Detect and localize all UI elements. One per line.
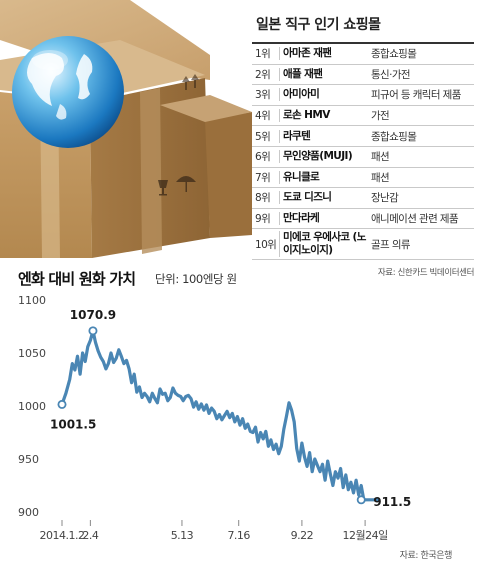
rank-cell: 6위 bbox=[255, 151, 271, 164]
annotation-label: 1070.9 bbox=[70, 308, 116, 322]
rank-cell: 5위 bbox=[255, 130, 271, 143]
table-row: 10위 미에코 우에사코 (노이지노이지) 골프 의류 bbox=[252, 229, 474, 261]
annotation-label: 1001.5 bbox=[50, 417, 96, 431]
category-cell: 패션 bbox=[371, 171, 390, 184]
table-row: 3위 아미아미 피규어 등 캐릭터 제품 bbox=[252, 85, 474, 106]
rank-cell: 1위 bbox=[255, 48, 271, 61]
boxes-and-globe-illustration bbox=[0, 0, 252, 258]
shopping-mall-ranking: 일본 직구 인기 쇼핑몰 1위 아마존 재팬 종합쇼핑몰 2위 애플 재팬 통신… bbox=[252, 14, 474, 278]
umbrella-icon bbox=[176, 176, 196, 192]
y-tick-label: 1000 bbox=[18, 400, 46, 413]
mall-name-cell: 미에코 우에사코 (노이지노이지) bbox=[279, 231, 369, 258]
rank-cell: 4위 bbox=[255, 110, 271, 123]
yen-won-line-chart: 1100 1050 1000 950 900 2014.1.22.4 5.13 7.16 9.… bbox=[18, 294, 411, 542]
mall-name-cell: 유니클로 bbox=[279, 170, 369, 184]
fragile-glass-icon bbox=[158, 180, 168, 196]
chart-title: 엔화 대비 원화 가치 bbox=[18, 270, 136, 288]
table-row: 2위 애플 재팬 통신·가전 bbox=[252, 65, 474, 86]
chart-source: 자료: 한국은행 bbox=[399, 551, 453, 561]
y-tick-label: 1100 bbox=[18, 294, 46, 307]
y-tick-label: 1050 bbox=[18, 347, 46, 360]
y-tick-label: 900 bbox=[18, 506, 39, 519]
mall-name-cell: 애플 재팬 bbox=[279, 67, 369, 81]
mall-name-cell: 만다라케 bbox=[279, 212, 369, 226]
category-cell: 통신·가전 bbox=[371, 68, 411, 81]
category-cell: 장난감 bbox=[371, 192, 399, 205]
globe-icon bbox=[12, 36, 124, 148]
data-point-marker bbox=[88, 326, 98, 336]
category-cell: 골프 의류 bbox=[371, 238, 411, 251]
data-point-marker bbox=[356, 495, 366, 505]
x-tick-label: 2014.1.2 bbox=[40, 529, 85, 542]
rank-cell: 10위 bbox=[255, 238, 277, 251]
mall-name-cell: 도쿄 디즈니 bbox=[279, 191, 369, 205]
table-row: 7위 유니클로 패션 bbox=[252, 168, 474, 189]
rank-cell: 9위 bbox=[255, 213, 271, 226]
series-line bbox=[60, 329, 380, 502]
mall-name-cell: 무인양품(MUJI) bbox=[279, 150, 369, 164]
x-axis: 2014.1.22.4 5.13 7.16 9.22 12월24일 bbox=[40, 520, 389, 542]
category-cell: 종합쇼핑몰 bbox=[371, 48, 417, 61]
y-tick-label: 950 bbox=[18, 453, 39, 466]
category-cell: 피규어 등 캐릭터 제품 bbox=[371, 89, 461, 102]
table-row: 5위 라쿠텐 종합쇼핑몰 bbox=[252, 126, 474, 147]
rank-cell: 7위 bbox=[255, 171, 271, 184]
table-row: 1위 아마존 재팬 종합쇼핑몰 bbox=[252, 44, 474, 65]
x-tick-label: 9.22 bbox=[291, 529, 314, 542]
category-cell: 애니메이션 관련 제품 bbox=[371, 213, 459, 226]
chart-unit: 단위: 100엔당 원 bbox=[155, 272, 237, 286]
mall-name-cell: 아마존 재팬 bbox=[279, 47, 369, 61]
markers bbox=[57, 326, 366, 505]
y-axis: 1100 1050 1000 950 900 bbox=[18, 294, 46, 519]
rank-cell: 8위 bbox=[255, 192, 271, 205]
category-cell: 종합쇼핑몰 bbox=[371, 130, 417, 143]
data-point-marker bbox=[57, 399, 67, 409]
ranking-source: 자료: 신한카드 빅데이터센터 bbox=[377, 268, 475, 279]
x-tick-label: 12월24일 bbox=[342, 528, 388, 542]
annotations: 1070.9 1001.5 911.5 bbox=[50, 308, 411, 509]
annotation-label: 911.5 bbox=[373, 495, 411, 509]
category-cell: 가전 bbox=[371, 110, 390, 123]
x-tick-label: 5.13 bbox=[171, 529, 194, 542]
table-row: 6위 무인양품(MUJI) 패션 bbox=[252, 147, 474, 168]
mall-name-cell: 라쿠텐 bbox=[279, 129, 369, 143]
rank-cell: 3위 bbox=[255, 89, 271, 102]
rank-cell: 2위 bbox=[255, 68, 271, 81]
arrows-up-icon bbox=[182, 74, 199, 90]
table-row: 4위 로손 HMV 가전 bbox=[252, 106, 474, 127]
ranking-title: 일본 직구 인기 쇼핑몰 bbox=[256, 17, 381, 33]
table-row: 8위 도쿄 디즈니 장난감 bbox=[252, 188, 474, 209]
x-tick-label: 7.16 bbox=[227, 529, 250, 542]
category-cell: 패션 bbox=[371, 151, 390, 164]
ranking-table: 1위 아마존 재팬 종합쇼핑몰 2위 애플 재팬 통신·가전 3위 아미아미 피… bbox=[252, 42, 474, 261]
mall-name-cell: 아미아미 bbox=[279, 88, 369, 102]
x-tick-label: 2.4 bbox=[82, 529, 98, 542]
mall-name-cell: 로손 HMV bbox=[279, 109, 369, 123]
table-row: 9위 만다라케 애니메이션 관련 제품 bbox=[252, 209, 474, 230]
